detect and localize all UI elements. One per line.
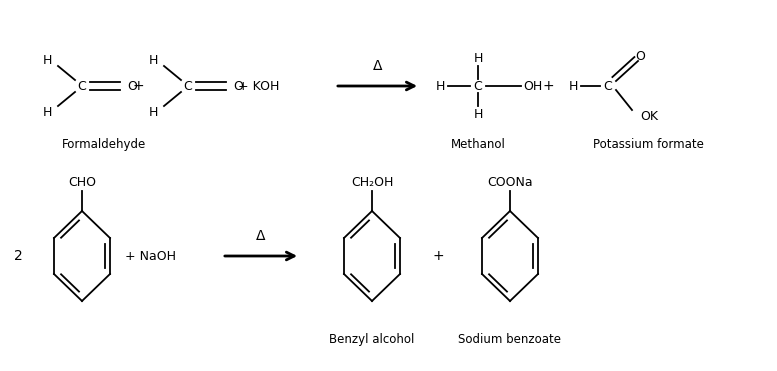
Text: C: C [474, 79, 483, 92]
Text: Δ: Δ [256, 229, 266, 243]
Text: OK: OK [640, 109, 658, 122]
Text: Benzyl alcohol: Benzyl alcohol [329, 333, 415, 346]
Text: 2: 2 [14, 249, 23, 263]
Text: +: + [132, 79, 144, 93]
Text: H: H [473, 52, 483, 65]
Text: + KOH: + KOH [238, 79, 280, 92]
Text: +: + [542, 79, 554, 93]
Text: +: + [432, 249, 444, 263]
Text: Formaldehyde: Formaldehyde [62, 138, 146, 151]
Text: H: H [148, 105, 158, 118]
Text: CH₂OH: CH₂OH [350, 175, 393, 188]
Text: O: O [233, 79, 243, 92]
Text: OH: OH [523, 79, 542, 92]
Text: + NaOH: + NaOH [125, 250, 176, 263]
Text: CHO: CHO [68, 175, 96, 188]
Text: O: O [635, 49, 645, 62]
Text: H: H [148, 53, 158, 66]
Text: H: H [568, 79, 577, 92]
Text: H: H [42, 105, 52, 118]
Text: H: H [435, 79, 444, 92]
Text: Δ: Δ [373, 59, 382, 73]
Text: Potassium formate: Potassium formate [593, 138, 703, 151]
Text: COONa: COONa [487, 175, 533, 188]
Text: C: C [78, 79, 86, 92]
Text: Sodium benzoate: Sodium benzoate [458, 333, 562, 346]
Text: Methanol: Methanol [451, 138, 505, 151]
Text: C: C [604, 79, 612, 92]
Text: C: C [183, 79, 193, 92]
Text: H: H [42, 53, 52, 66]
Text: O: O [127, 79, 137, 92]
Text: H: H [473, 108, 483, 121]
